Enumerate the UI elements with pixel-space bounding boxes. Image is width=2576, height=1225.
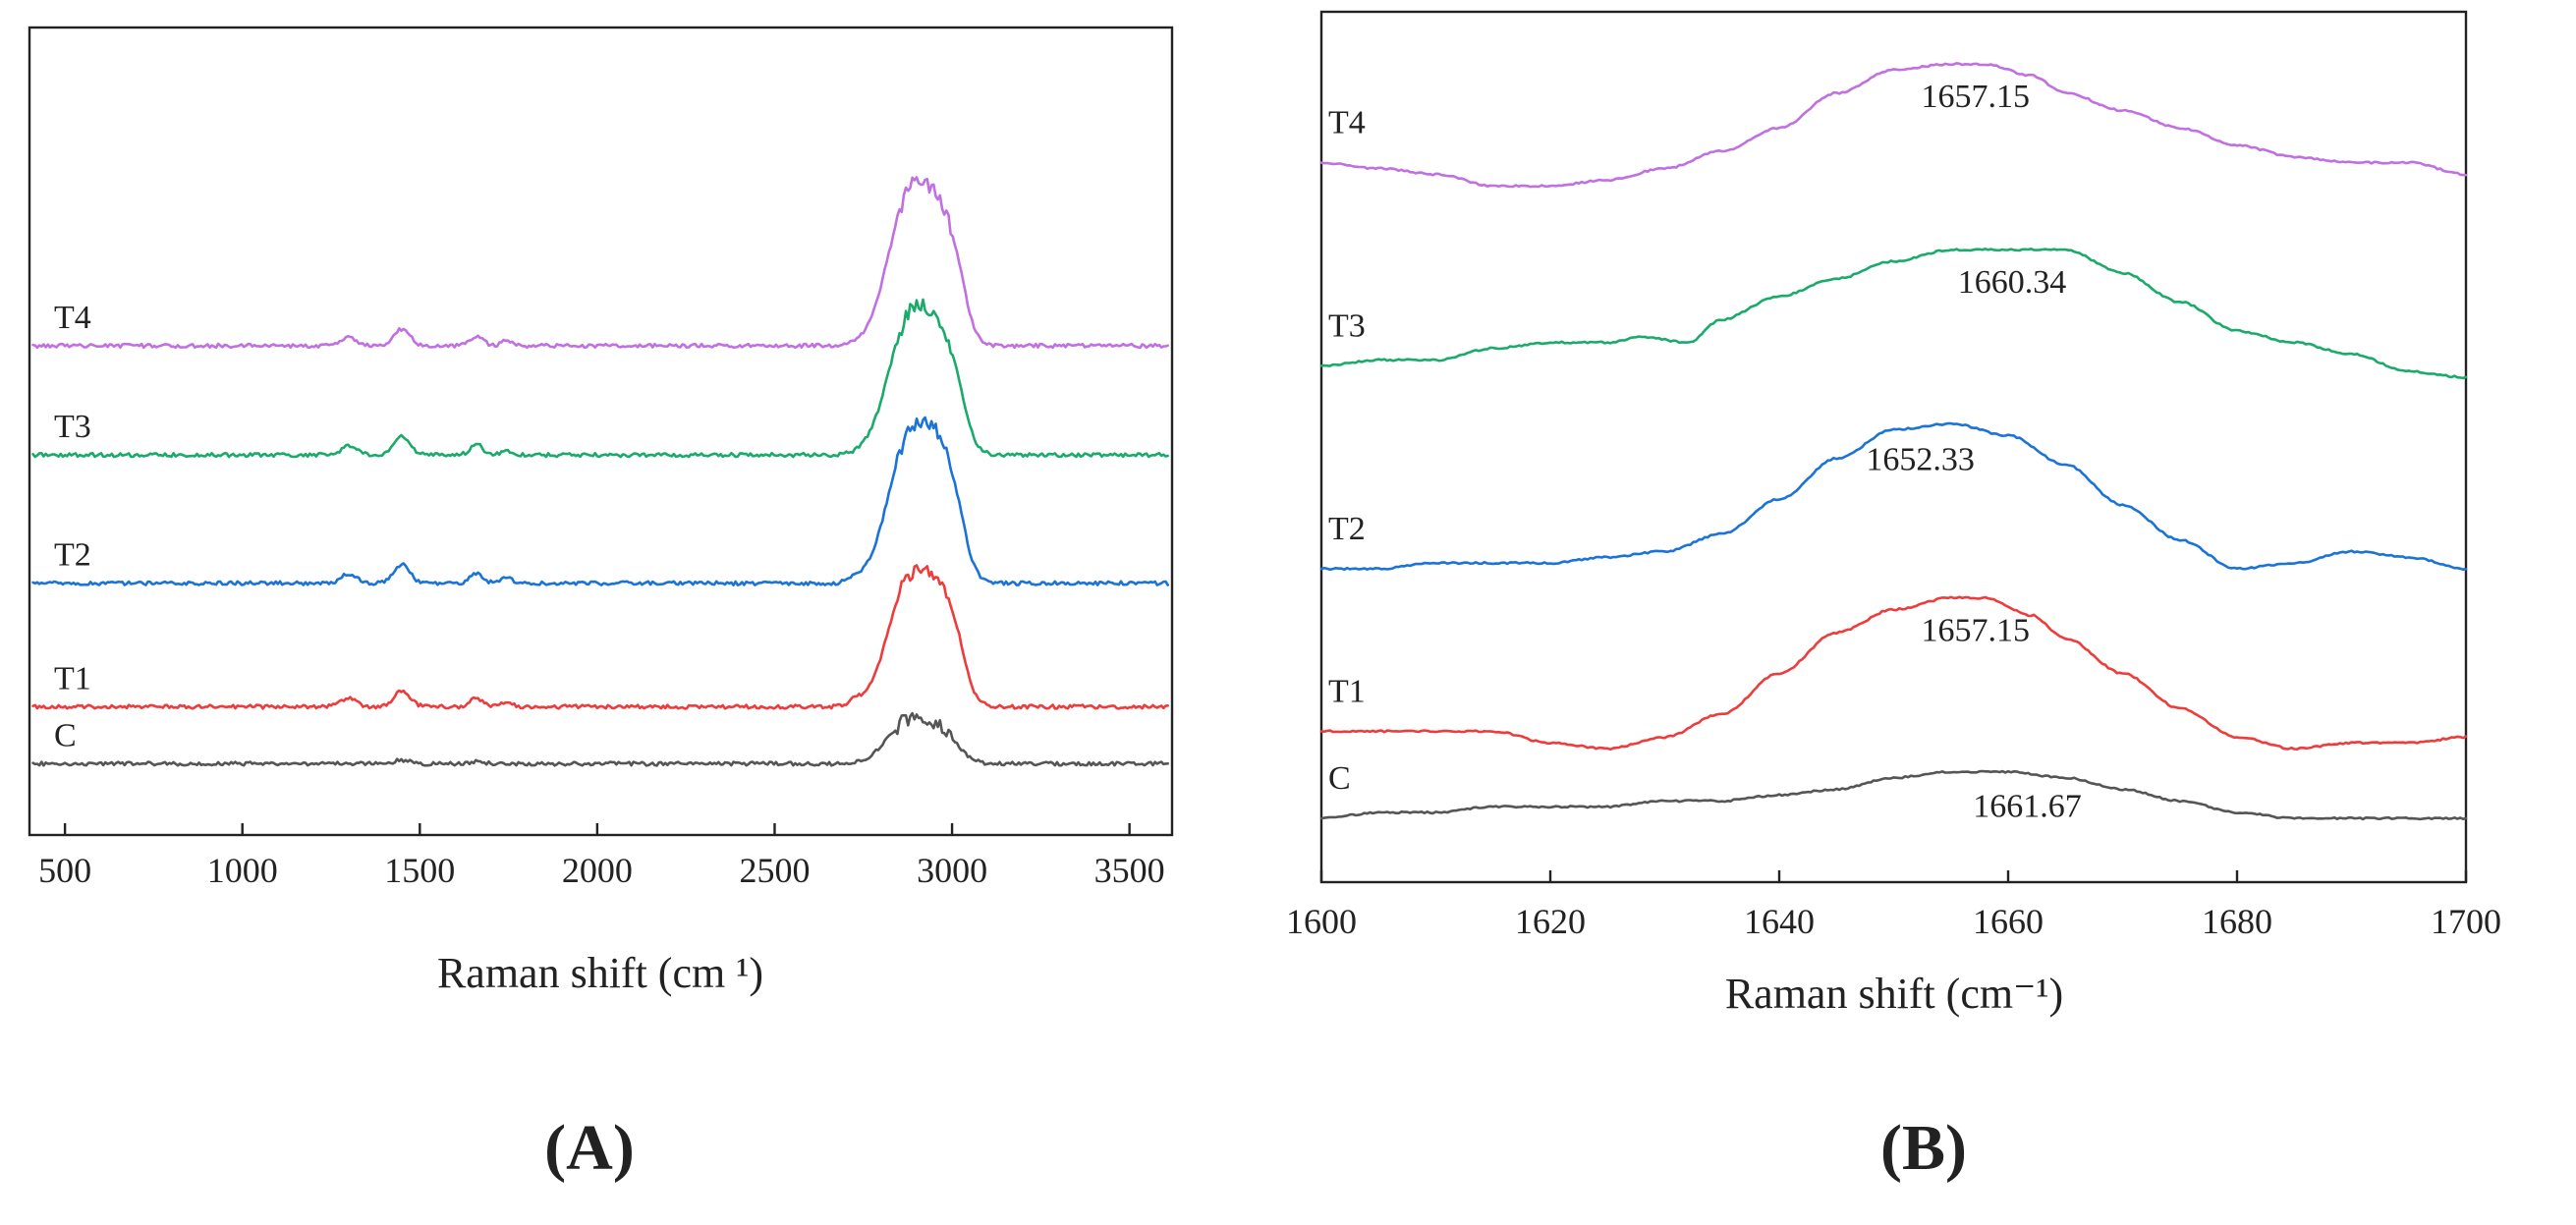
panel-b-letter: B [1902, 1112, 1945, 1184]
panel-a-x-tick-label: 3000 [917, 851, 987, 890]
panel-a-series-t1-line [31, 564, 1169, 710]
panel-a-traces [31, 176, 1169, 767]
panel-b-x-tick-label: 1700 [2431, 902, 2501, 941]
panel-b-series-label-t1: T1 [1328, 673, 1366, 709]
panel-a-x-axis-label: Raman shift (cm ¹) [437, 949, 763, 997]
panel-b-peak-annotations: 1657.15 1660.34 1652.33 1657.15 1661.67 [1866, 79, 2081, 824]
panel-b-x-tick-label: 1660 [1973, 902, 2044, 941]
panel-b-peak-annotation-t1: 1657.15 [1922, 613, 2031, 649]
panel-b-x-tick-label: 1600 [1286, 902, 1357, 941]
panel-a-letter: A [566, 1112, 613, 1184]
panel-b-series-c-line [1319, 769, 2468, 821]
panel-a-series-label-t3: T3 [54, 409, 91, 445]
panel-a-x-tick-label: 3500 [1094, 851, 1165, 890]
panel-b-series-labels: T4 T3 T2 T1 C [1328, 105, 1366, 797]
panel-a-x-tick-label: 1000 [207, 851, 278, 890]
panel-a-series-c-line [31, 711, 1169, 767]
panel-a-series-t3-line [31, 298, 1169, 459]
panel-b-series-t2-line [1319, 421, 2468, 572]
panel-b-x-tick-label: 1680 [2202, 902, 2272, 941]
panel-a-x-tick-label: 1500 [384, 851, 455, 890]
panel-a-x-tick-label: 500 [38, 851, 91, 890]
panel-a-series-label-t1: T1 [54, 660, 91, 696]
panel-a-x-ticks: 500 1000 1500 2000 2500 3000 3500 [38, 823, 1165, 890]
panel-b: 1600 1620 1640 1660 1680 1700 T4 T3 T2 T1 C 1657.… [1286, 10, 2501, 1184]
panel-a-series-label-t4: T4 [54, 300, 91, 336]
panel-b-x-ticks: 1600 1620 1640 1660 1680 1700 [1286, 870, 2501, 941]
panel-b-x-axis-label: Raman shift (cm⁻¹) [1725, 970, 2063, 1018]
panel-a-series-labels: T4 T3 T2 T1 C [54, 300, 91, 754]
panel-b-series-label-t4: T4 [1328, 105, 1366, 141]
panel-b-series-label-t3: T3 [1328, 307, 1366, 344]
panel-a-series-t4-line [31, 176, 1169, 350]
panel-a-x-tick-label: 2000 [562, 851, 633, 890]
panel-b-peak-annotation-t3: 1660.34 [1958, 264, 2067, 301]
panel-a-caption: (A) [544, 1112, 635, 1184]
panel-a-series-t2-line [31, 416, 1169, 586]
panel-a-x-tick-label: 2500 [739, 851, 810, 890]
panel-a-series-label-c: C [54, 717, 77, 753]
panel-b-peak-annotation-t2: 1652.33 [1866, 442, 1975, 478]
panel-b-series-label-t2: T2 [1328, 511, 1366, 547]
panel-b-traces [1319, 62, 2468, 821]
panel-a-series-label-t2: T2 [54, 537, 91, 574]
panel-b-x-tick-label: 1620 [1515, 902, 1586, 941]
panel-a-frame [28, 26, 1174, 837]
panel-b-series-t1-line [1319, 595, 2468, 752]
panel-b-series-t4-line [1319, 62, 2468, 189]
panel-b-series-t3-line [1319, 248, 2468, 380]
panel-b-peak-annotation-t4: 1657.15 [1922, 79, 2031, 115]
panel-a: 500 1000 1500 2000 2500 3000 3500 T4 T3 T2 T1 C Ra… [28, 26, 1174, 1184]
panel-b-series-label-c: C [1328, 760, 1351, 797]
panel-b-x-tick-label: 1640 [1744, 902, 1815, 941]
panel-b-caption: (B) [1880, 1112, 1967, 1184]
panel-b-peak-annotation-c: 1661.67 [1973, 788, 2082, 824]
panel-b-frame [1319, 10, 2468, 884]
